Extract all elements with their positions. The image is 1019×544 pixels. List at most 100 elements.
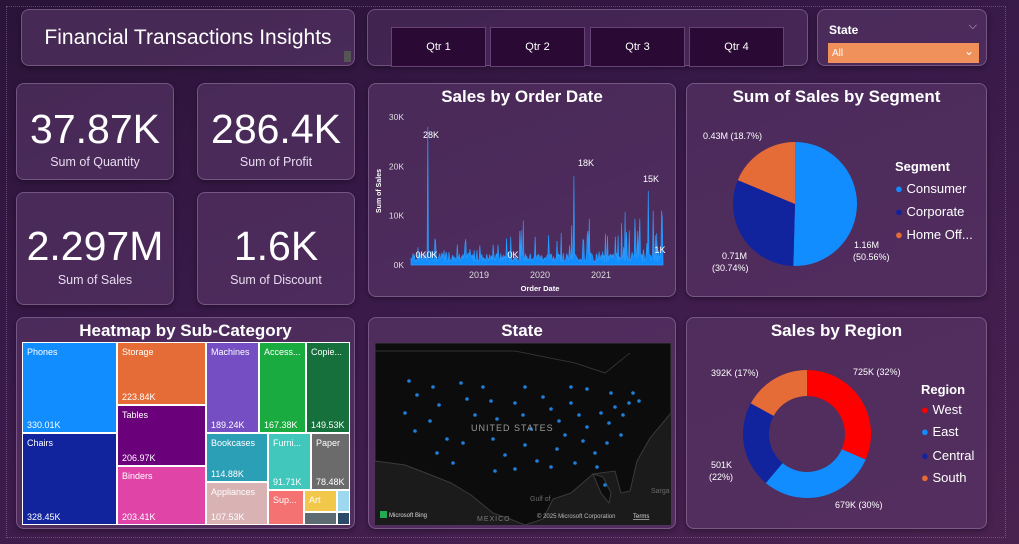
quarter-button-3[interactable]: Qtr 3 [590, 27, 685, 67]
location-dot[interactable] [415, 393, 419, 397]
location-dot[interactable] [489, 399, 493, 403]
pie-slice[interactable] [737, 142, 795, 204]
sales-line-chart[interactable]: 0K 10K 20K 30K Sum of Sales Order Date 2019 202… [369, 84, 677, 298]
location-dot[interactable] [535, 459, 539, 463]
treemap-cell[interactable]: Tables 206.97K [117, 405, 206, 466]
quarter-button-2[interactable]: Qtr 2 [490, 27, 585, 67]
location-dot[interactable] [593, 451, 597, 455]
pie-slice[interactable] [733, 180, 795, 266]
location-dot[interactable] [435, 451, 439, 455]
location-dot[interactable] [491, 437, 495, 441]
donut-slice[interactable] [750, 370, 807, 416]
location-dot[interactable] [445, 437, 449, 441]
treemap-cell[interactable]: Machines 189.24K [206, 342, 259, 433]
treemap-cell[interactable] [337, 490, 350, 512]
data-label: 725K (32%) [853, 367, 901, 377]
location-dot[interactable] [549, 465, 553, 469]
location-dot[interactable] [585, 387, 589, 391]
location-dot[interactable] [549, 407, 553, 411]
location-dot[interactable] [529, 427, 533, 431]
location-dot[interactable] [603, 483, 607, 487]
sales-series-line[interactable] [410, 126, 664, 266]
location-dot[interactable] [613, 405, 617, 409]
quarter-button-1[interactable]: Qtr 1 [391, 27, 486, 67]
location-dot[interactable] [581, 439, 585, 443]
legend-item[interactable]: ● Home Off... [895, 227, 973, 242]
location-dot[interactable] [631, 391, 635, 395]
location-dot[interactable] [619, 433, 623, 437]
location-dot[interactable] [637, 399, 641, 403]
scroll-handle[interactable] [344, 51, 351, 62]
location-dot[interactable] [605, 441, 609, 445]
location-dot[interactable] [451, 461, 455, 465]
location-dot[interactable] [557, 419, 561, 423]
state-dropdown[interactable]: All ⌄ [828, 43, 979, 63]
location-dot[interactable] [503, 453, 507, 457]
treemap-cell[interactable]: Chairs 328.45K [22, 433, 117, 525]
location-dot[interactable] [428, 419, 432, 423]
location-dot[interactable] [621, 413, 625, 417]
map-terms-link[interactable]: Terms [633, 514, 649, 520]
location-dot[interactable] [607, 421, 611, 425]
map-view[interactable]: UNITED STATES Gulf of MEXICO Sarga Micro… [375, 343, 671, 525]
pie-slice[interactable] [793, 142, 858, 266]
location-dot[interactable] [495, 417, 499, 421]
location-dot[interactable] [513, 467, 517, 471]
location-dot[interactable] [461, 441, 465, 445]
location-dot[interactable] [481, 385, 485, 389]
treemap-cell[interactable]: Appliances 107.53K [206, 482, 268, 525]
kpi-profit: 286.4K Sum of Profit [197, 83, 355, 180]
location-dot[interactable] [473, 413, 477, 417]
treemap-cell[interactable]: Furni... 91.71K [268, 433, 311, 490]
location-dot[interactable] [563, 433, 567, 437]
donut-slice[interactable] [743, 403, 783, 483]
location-dot[interactable] [555, 447, 559, 451]
location-dot[interactable] [541, 395, 545, 399]
legend-item[interactable]: ● Central [921, 448, 974, 463]
location-dot[interactable] [493, 469, 497, 473]
location-dot[interactable] [569, 401, 573, 405]
location-dot[interactable] [437, 403, 441, 407]
legend-item[interactable]: ● Consumer [895, 181, 966, 196]
region-donut-chart[interactable]: 725K (32%) 679K (30%) 501K (22%) 392K (17%) [687, 318, 988, 530]
treemap-cell[interactable]: Sup... [268, 490, 304, 525]
location-dot[interactable] [585, 425, 589, 429]
treemap-cell[interactable]: Storage 223.84K [117, 342, 206, 405]
location-dot[interactable] [627, 401, 631, 405]
treemap-cell[interactable]: Access... 167.38K [259, 342, 306, 433]
treemap-cell[interactable] [304, 512, 337, 525]
treemap-cell[interactable]: Phones 330.01K [22, 342, 117, 433]
legend-item[interactable]: ● West [921, 402, 962, 417]
location-dot[interactable] [431, 385, 435, 389]
treemap-cell[interactable]: Bookcases 114.88K [206, 433, 268, 482]
legend-item[interactable]: ● South [921, 470, 966, 485]
location-dot[interactable] [569, 385, 573, 389]
location-dot[interactable] [407, 379, 411, 383]
location-dot[interactable] [609, 391, 613, 395]
clear-filter-icon[interactable]: ⌵ [968, 20, 977, 32]
treemap-cell[interactable]: Art [304, 490, 337, 512]
treemap-cell[interactable]: Binders 203.41K [117, 466, 206, 525]
segment-pie-chart[interactable]: 0.43M (18.7%) 0.71M (30.74%) 1.16M (50.56%) [687, 84, 988, 298]
location-dot[interactable] [403, 411, 407, 415]
location-dot[interactable] [573, 461, 577, 465]
location-dot[interactable] [465, 397, 469, 401]
x-axis-title: Order Date [521, 284, 560, 293]
location-dot[interactable] [513, 401, 517, 405]
donut-slice[interactable] [807, 370, 871, 460]
location-dot[interactable] [523, 385, 527, 389]
location-dot[interactable] [413, 429, 417, 433]
location-dot[interactable] [459, 381, 463, 385]
treemap-cell[interactable]: Paper 78.48K [311, 433, 350, 490]
location-dot[interactable] [599, 411, 603, 415]
donut-slice[interactable] [765, 449, 866, 499]
location-dot[interactable] [523, 443, 527, 447]
location-dot[interactable] [595, 465, 599, 469]
location-dot[interactable] [521, 413, 525, 417]
treemap-cell[interactable] [337, 512, 350, 525]
legend-item[interactable]: ● East [921, 424, 959, 439]
legend-item[interactable]: ● Corporate [895, 204, 964, 219]
location-dot[interactable] [577, 413, 581, 417]
treemap-cell[interactable]: Copie... 149.53K [306, 342, 350, 433]
quarter-button-4[interactable]: Qtr 4 [689, 27, 784, 67]
